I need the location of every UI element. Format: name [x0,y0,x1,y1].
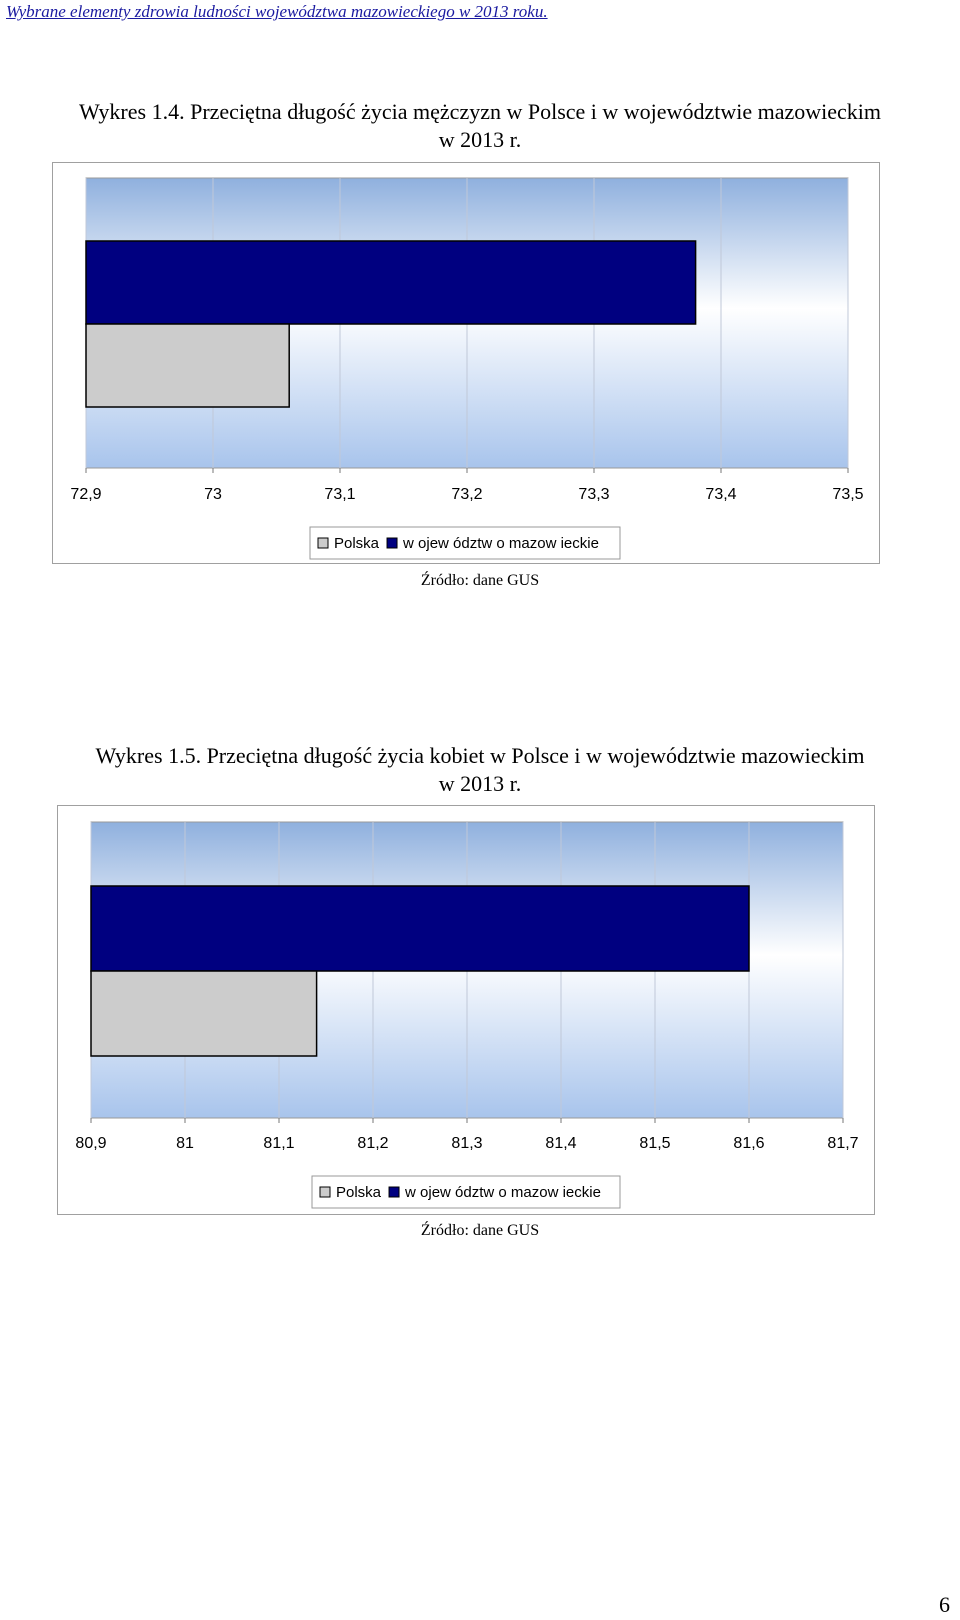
legend-swatch-polska [319,1186,331,1198]
tick-label: 81 [176,1135,194,1152]
chart1-title-line2: w 2013 r. [438,127,522,152]
tick-label: 81,3 [451,1135,482,1152]
tick-label: 81,7 [827,1135,858,1152]
chart2-title: Wykres 1.5. Przeciętna długość życia kob… [0,742,960,798]
legend-label-polska: Polska [336,1184,382,1201]
legend-label-mazowieckie: w ojew ództw o mazow ieckie [402,535,599,552]
legend-label-polska: Polska [334,535,380,552]
bar-mazowieckie [90,885,750,972]
tick-label: 73,4 [705,486,736,503]
tick-label: 73,2 [451,486,482,503]
chart1-svg: 72,9 73 73,1 73,2 73,3 73,4 73,5 Polska w ojew ó… [70,177,864,560]
chart1-title-line1: Wykres 1.4. Przeciętna długość życia męż… [78,99,881,124]
legend-box [311,1175,621,1209]
tick-label: 73,3 [578,486,609,503]
chart1-title: Wykres 1.4. Przeciętna długość życia męż… [0,98,960,154]
tick-label: 73,5 [832,486,863,503]
tick-label: 81,4 [545,1135,576,1152]
legend-swatch-polska [317,537,329,549]
page-number: 6 [939,1592,950,1617]
tick-label: 73,1 [324,486,355,503]
legend-swatch-mazowieckie [386,537,398,549]
legend-swatch-mazowieckie [388,1186,400,1198]
tick-label: 73 [204,486,222,503]
chart2-frame: 80,9 81 81,1 81,2 81,3 81,4 81,5 81,6 81,7 Polska… [57,805,875,1215]
chart1-frame: 72,9 73 73,1 73,2 73,3 73,4 73,5 Polska w ojew ó… [52,162,880,564]
tick-label: 81,5 [639,1135,670,1152]
legend-label-mazowieckie: w ojew ództw o mazow ieckie [404,1184,601,1201]
legend-box [309,526,621,560]
chart2-title-line1: Wykres 1.5. Przeciętna długość życia kob… [95,743,865,768]
bar-mazowieckie [85,240,697,325]
chart2-title-line2: w 2013 r. [438,771,522,796]
bar-polska [85,323,290,408]
chart2-svg: 80,9 81 81,1 81,2 81,3 81,4 81,5 81,6 81,7 Polska… [75,821,859,1209]
tick-label: 80,9 [75,1135,106,1152]
chart2-source: Źródło: dane GUS [420,1222,540,1239]
tick-label: 72,9 [70,486,101,503]
tick-label: 81,1 [263,1135,294,1152]
chart1-source: Źródło: dane GUS [420,572,540,589]
tick-label: 81,6 [733,1135,764,1152]
tick-label: 81,2 [357,1135,388,1152]
page-header: Wybrane elementy zdrowia ludności wojewó… [6,2,548,21]
bar-polska [90,970,318,1057]
